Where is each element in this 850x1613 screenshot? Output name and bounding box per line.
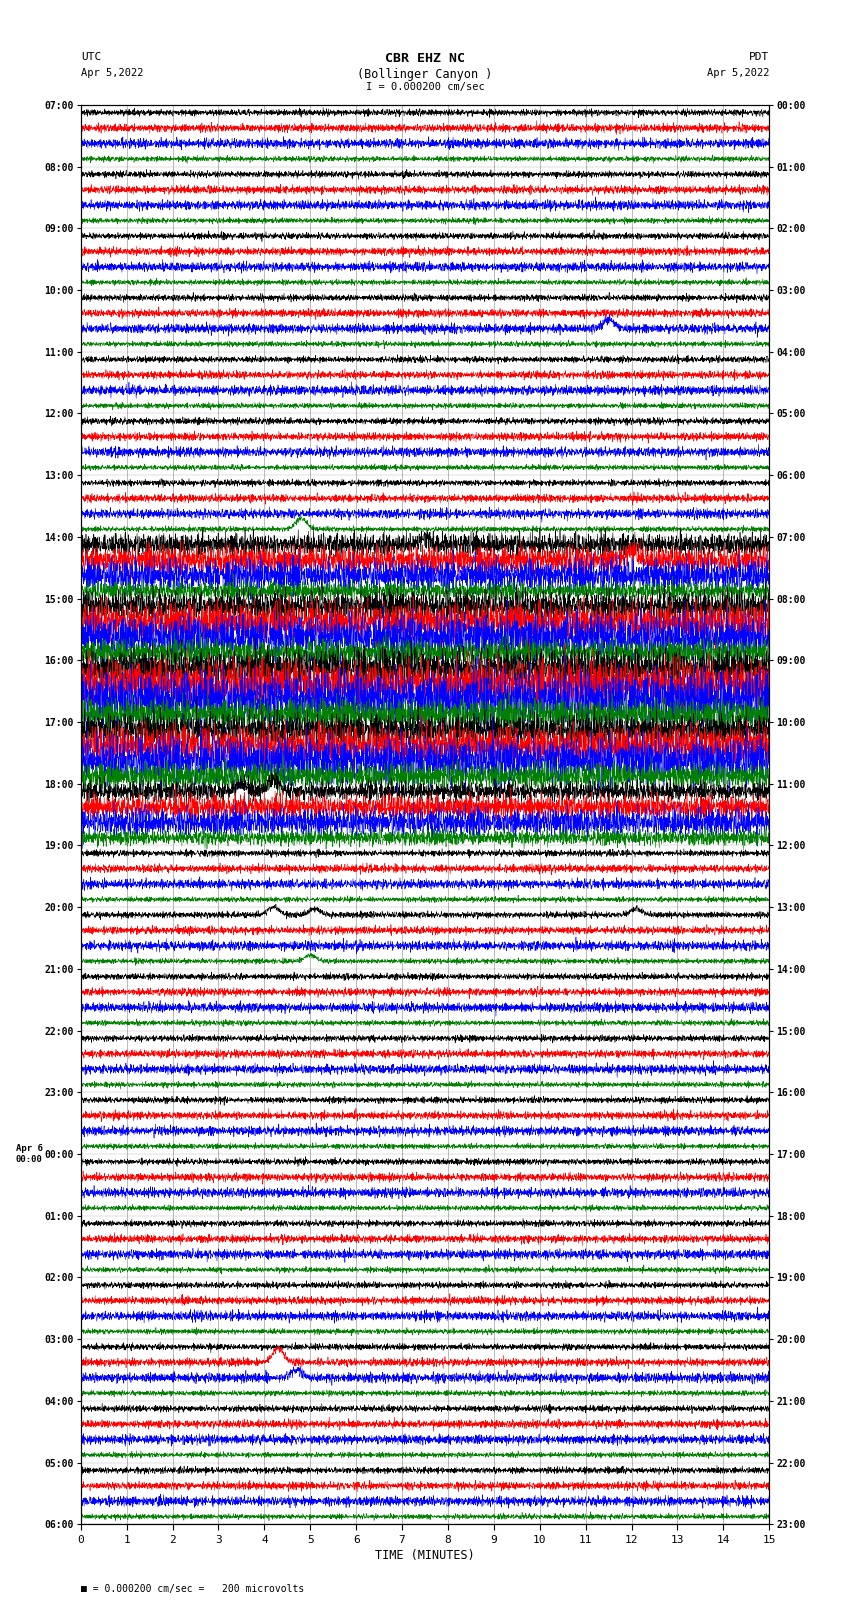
Text: PDT: PDT [749, 52, 769, 61]
Text: (Bollinger Canyon ): (Bollinger Canyon ) [357, 68, 493, 81]
Text: CBR EHZ NC: CBR EHZ NC [385, 52, 465, 65]
Text: ■ = 0.000200 cm/sec =   200 microvolts: ■ = 0.000200 cm/sec = 200 microvolts [81, 1584, 304, 1594]
Text: Apr 6
00:00: Apr 6 00:00 [15, 1144, 42, 1163]
Text: UTC: UTC [81, 52, 101, 61]
Text: Apr 5,2022: Apr 5,2022 [81, 68, 144, 77]
X-axis label: TIME (MINUTES): TIME (MINUTES) [375, 1548, 475, 1561]
Text: Apr 5,2022: Apr 5,2022 [706, 68, 769, 77]
Text: I = 0.000200 cm/sec: I = 0.000200 cm/sec [366, 82, 484, 92]
